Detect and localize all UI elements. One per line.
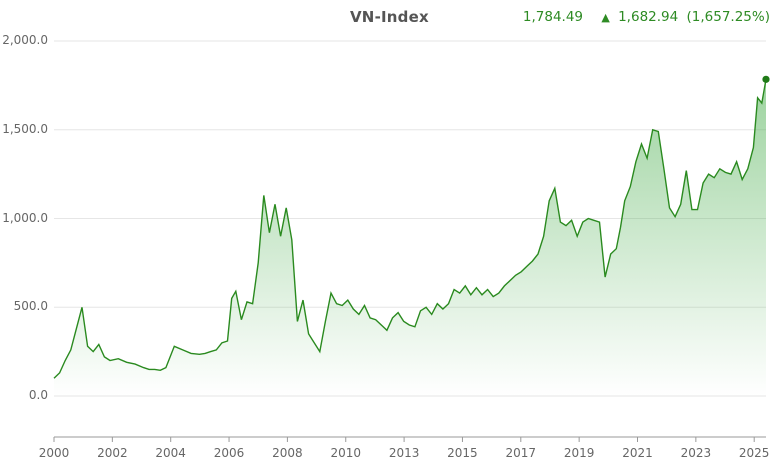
chart-title: VN-Index	[350, 8, 429, 26]
y-tick-label: 500.0	[13, 299, 48, 314]
index-line	[53, 79, 767, 379]
y-tick-label: 1,000.0	[2, 210, 48, 225]
change-percent: (1,657.25%)	[686, 9, 770, 25]
x-tick-label: 2023	[680, 446, 712, 460]
x-tick-label: 2002	[97, 446, 128, 460]
x-tick-label: 2004	[155, 446, 186, 460]
x-tick-label: 2010	[330, 446, 362, 460]
y-tick-label: 2,000.0	[2, 33, 48, 47]
x-tick-label: 2019	[563, 446, 595, 460]
y-tick-label: 0.0	[28, 388, 48, 402]
x-tick-label: 2017	[505, 446, 537, 460]
x-tick-label: 2006	[213, 446, 245, 460]
last-value: 1,784.49	[522, 9, 584, 25]
last-point-marker[interactable]	[762, 75, 770, 83]
x-tick-label: 2013	[388, 446, 420, 460]
change-value: 1,682.94	[618, 9, 679, 25]
x-axis	[53, 436, 766, 442]
x-tick-label: 2015	[447, 446, 478, 460]
area-fill	[54, 79, 766, 397]
x-tick-label: 2000	[38, 446, 70, 460]
x-tick-label: 2008	[272, 446, 303, 460]
x-tick-label: 2021	[622, 446, 653, 460]
up-arrow-icon: ▲	[601, 11, 610, 24]
y-tick-label: 1,500.0	[2, 121, 48, 136]
x-tick-label: 2025	[738, 446, 770, 460]
quote-summary: 1,784.49 ▲ 1,682.94 (1,657.25%)	[517, 9, 770, 25]
